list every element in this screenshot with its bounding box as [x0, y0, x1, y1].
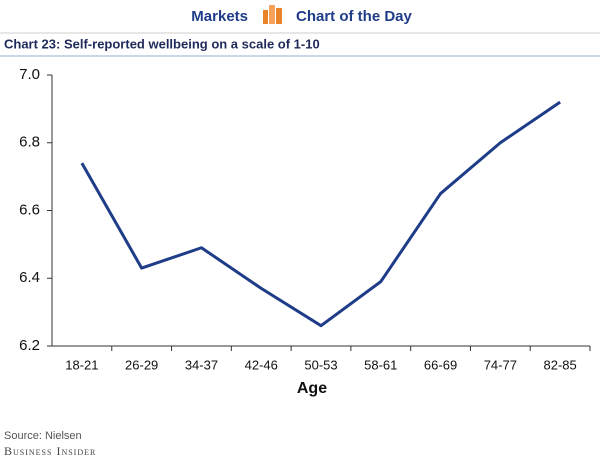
y-tick-label: 6.6	[19, 201, 40, 218]
x-axis-label: Age	[297, 380, 327, 397]
x-tick-label: 42-46	[245, 357, 278, 372]
x-tick-label: 82-85	[543, 357, 576, 372]
y-tick-label: 7.0	[19, 66, 40, 83]
section-label: Markets	[191, 8, 248, 25]
x-tick-label: 34-37	[185, 357, 218, 372]
chart-title: Chart 23: Self-reported wellbeing on a s…	[4, 36, 320, 51]
logo-icon	[263, 5, 282, 24]
y-tick-label: 6.8	[19, 134, 40, 151]
y-tick-label: 6.2	[19, 337, 40, 354]
x-tick-label: 50-53	[304, 357, 337, 372]
x-tick-label: 58-61	[364, 357, 397, 372]
source: Source: Nielsen	[4, 430, 82, 442]
brand: Business Insider	[4, 444, 96, 457]
data-line	[80, 100, 561, 328]
x-tick-label: 18-21	[65, 357, 98, 372]
feature-label: Chart of the Day	[296, 8, 413, 25]
y-tick-label: 6.4	[19, 269, 40, 286]
x-tick-label: 74-77	[484, 357, 517, 372]
x-tick-label: 66-69	[424, 357, 457, 372]
x-tick-label: 26-29	[125, 357, 158, 372]
